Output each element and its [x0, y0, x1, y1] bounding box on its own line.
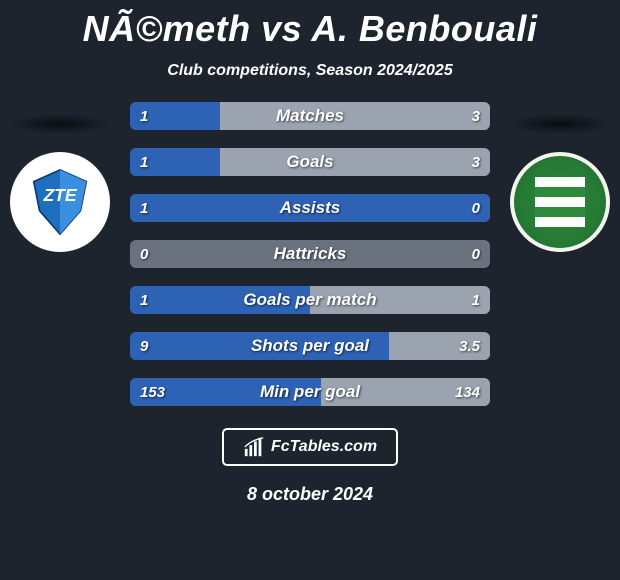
gyor-badge-icon [535, 177, 585, 227]
stat-row: 153134Min per goal [130, 378, 490, 406]
date-text: 8 october 2024 [0, 484, 620, 505]
stat-bar-right [310, 286, 490, 314]
stat-bar-right [220, 148, 490, 176]
stat-value-left: 0 [140, 240, 148, 268]
stat-bar-left [130, 148, 220, 176]
brand-text: FcTables.com [271, 438, 377, 456]
stat-value-right: 0 [472, 240, 480, 268]
page-subtitle: Club competitions, Season 2024/2025 [0, 62, 620, 80]
page-title: NÃ©meth vs A. Benbouali [0, 0, 620, 50]
player-left-silhouette [7, 114, 113, 134]
stat-bar-left [130, 378, 321, 406]
zte-badge-icon: ZTE [25, 167, 95, 237]
stat-bar-right [220, 102, 490, 130]
chart-icon [243, 436, 265, 458]
stat-row: 11Goals per match [130, 286, 490, 314]
player-right-column [505, 114, 615, 252]
stat-bar-right [321, 378, 490, 406]
club-badge-left: ZTE [10, 152, 110, 252]
stat-bar-left [130, 286, 310, 314]
stat-bar-left [130, 194, 490, 222]
stat-row: 13Goals [130, 148, 490, 176]
stat-bar-left [130, 102, 220, 130]
stat-row: 10Assists [130, 194, 490, 222]
player-right-silhouette [507, 114, 613, 134]
svg-text:ZTE: ZTE [42, 185, 77, 205]
player-left-column: ZTE [5, 114, 115, 252]
stat-bar-left [130, 332, 389, 360]
stat-row: 13Matches [130, 102, 490, 130]
stat-row: 0 0Hattricks [130, 240, 490, 268]
stat-label: Hattricks [130, 240, 490, 268]
stat-row: 93.5Shots per goal [130, 332, 490, 360]
brand-badge[interactable]: FcTables.com [222, 428, 398, 466]
stats-container: 13Matches 13Goals 10Assists 0 0Hattricks 11Go… [130, 102, 490, 406]
club-badge-right [510, 152, 610, 252]
stat-bar-right [389, 332, 490, 360]
